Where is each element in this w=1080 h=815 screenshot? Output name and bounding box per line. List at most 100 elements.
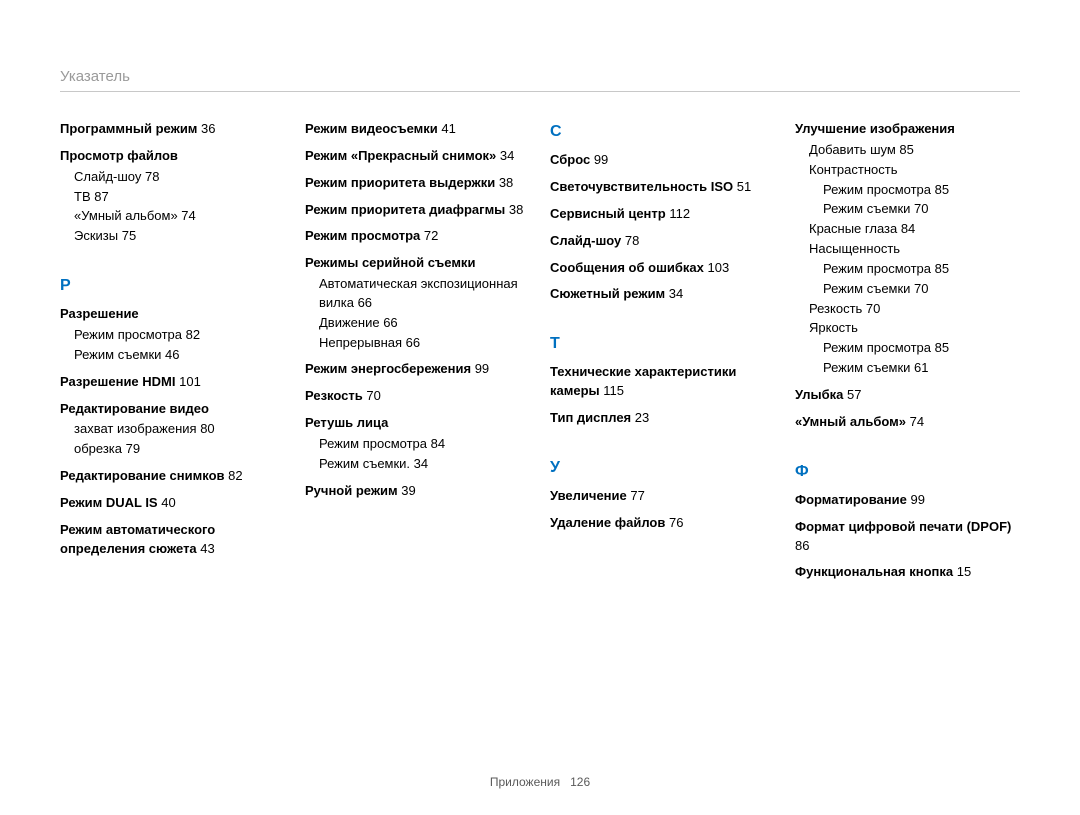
index-subentry[interactable]: Красные глаза 84 — [795, 220, 1020, 239]
index-entry: Светочувствительность ISO 51 — [550, 178, 775, 197]
index-entry: Улыбка 57 — [795, 386, 1020, 405]
index-subentry[interactable]: обрезка 79 — [60, 440, 285, 459]
index-subentry[interactable]: ТВ 87 — [60, 188, 285, 207]
footer-page-number: 126 — [570, 775, 590, 789]
index-entry: Сервисный центр 112 — [550, 205, 775, 224]
index-entry: Режим просмотра 72 — [305, 227, 530, 246]
index-subentry[interactable]: Режим съемки 46 — [60, 346, 285, 365]
index-subentry[interactable]: Эскизы 75 — [60, 227, 285, 246]
index-section-letter: У — [550, 456, 775, 479]
index-entry-title[interactable]: Слайд-шоу 78 — [550, 232, 775, 251]
index-section-letter: Ф — [795, 460, 1020, 483]
index-subentry[interactable]: Режим просмотра 85 — [795, 260, 1020, 279]
index-entry-title[interactable]: Режим «Прекрасный снимок» 34 — [305, 147, 530, 166]
index-entry: Ручной режим 39 — [305, 482, 530, 501]
index-entry-title: Редактирование видео — [60, 400, 285, 419]
index-entry-title[interactable]: Формат цифровой печати (DPOF) 86 — [795, 518, 1020, 556]
index-subentry[interactable]: Автоматическая экспозиционная вилка 66 — [305, 275, 530, 313]
index-entry-title[interactable]: Программный режим 36 — [60, 120, 285, 139]
index-subentry[interactable]: Непрерывная 66 — [305, 334, 530, 353]
index-entry-title[interactable]: Сюжетный режим 34 — [550, 285, 775, 304]
index-entry: Ретушь лица Режим просмотра 84Режим съемк… — [305, 414, 530, 474]
index-entry-title[interactable]: Улыбка 57 — [795, 386, 1020, 405]
index-entry-title: Ретушь лица — [305, 414, 530, 433]
index-entry-title[interactable]: Разрешение HDMI 101 — [60, 373, 285, 392]
index-entry-title[interactable]: Режим DUAL IS 40 — [60, 494, 285, 513]
index-entry-title[interactable]: Редактирование снимков 82 — [60, 467, 285, 486]
index-entry-title[interactable]: Режим приоритета диафрагмы 38 — [305, 201, 530, 220]
index-entry: Режимы серийной съемки Автоматическая экс… — [305, 254, 530, 352]
index-subentry[interactable]: «Умный альбом» 74 — [60, 207, 285, 226]
index-columns: Программный режим 36 Просмотр файлов Слайд… — [60, 120, 1020, 590]
index-entry-title: Режимы серийной съемки — [305, 254, 530, 273]
index-subentry[interactable]: Слайд-шоу 78 — [60, 168, 285, 187]
index-subentry: Контрастность — [795, 161, 1020, 180]
index-subentry[interactable]: Режим съемки. 34 — [305, 455, 530, 474]
index-entry-title[interactable]: Светочувствительность ISO 51 — [550, 178, 775, 197]
index-entry-title[interactable]: Сброс 99 — [550, 151, 775, 170]
index-entry: Удаление файлов 76 — [550, 514, 775, 533]
index-column: Режим видеосъемки 41 Режим «Прекрасный сн… — [305, 120, 530, 590]
index-entry: «Умный альбом» 74 — [795, 413, 1020, 432]
index-entry-title[interactable]: Режим просмотра 72 — [305, 227, 530, 246]
index-subentry[interactable]: Режим съемки 61 — [795, 359, 1020, 378]
index-entry-title[interactable]: Технические характеристики камеры 115 — [550, 363, 775, 401]
index-entry-title[interactable]: Режим энергосбережения 99 — [305, 360, 530, 379]
index-subentry[interactable]: Режим съемки 70 — [795, 200, 1020, 219]
index-subentry[interactable]: Режим просмотра 84 — [305, 435, 530, 454]
index-entry-title: Просмотр файлов — [60, 147, 285, 166]
index-entry-title[interactable]: Сообщения об ошибках 103 — [550, 259, 775, 278]
index-entry-title[interactable]: «Умный альбом» 74 — [795, 413, 1020, 432]
page-footer: Приложения 126 — [0, 775, 1080, 789]
index-entry: Редактирование видеозахват изображения 8… — [60, 400, 285, 460]
index-entry-title[interactable]: Режим видеосъемки 41 — [305, 120, 530, 139]
index-entry: Режим DUAL IS 40 — [60, 494, 285, 513]
index-entry: Сюжетный режим 34 — [550, 285, 775, 304]
index-entry-title[interactable]: Режим приоритета выдержки 38 — [305, 174, 530, 193]
index-section-letter: Т — [550, 332, 775, 355]
index-entry-title[interactable]: Тип дисплея 23 — [550, 409, 775, 428]
index-entry-title[interactable]: Режим автоматического определения сюжета… — [60, 521, 285, 559]
index-entry: Формат цифровой печати (DPOF) 86 — [795, 518, 1020, 556]
index-entry-title[interactable]: Функциональная кнопка 15 — [795, 563, 1020, 582]
index-subentry[interactable]: Резкость 70 — [795, 300, 1020, 319]
index-subentry[interactable]: Режим съемки 70 — [795, 280, 1020, 299]
page-header: Указатель — [60, 68, 1020, 92]
index-section-letter: Р — [60, 274, 285, 297]
index-entry-title[interactable]: Удаление файлов 76 — [550, 514, 775, 533]
index-subentry[interactable]: Движение 66 — [305, 314, 530, 333]
index-page: Указатель Программный режим 36 Просмотр ф… — [0, 0, 1080, 815]
index-entry: Улучшение изображения Добавить шум 85Конт… — [795, 120, 1020, 378]
index-column: Программный режим 36 Просмотр файлов Слайд… — [60, 120, 285, 590]
index-entry: Сообщения об ошибках 103 — [550, 259, 775, 278]
index-entry: Режим автоматического определения сюжета… — [60, 521, 285, 559]
index-subentry: Яркость — [795, 319, 1020, 338]
index-entry-title[interactable]: Резкость 70 — [305, 387, 530, 406]
index-subentry[interactable]: Режим просмотра 85 — [795, 181, 1020, 200]
index-entry: Просмотр файлов Слайд-шоу 78ТВ 87«Умный а… — [60, 147, 285, 246]
index-entry: Разрешение HDMI 101 — [60, 373, 285, 392]
index-entry: Технические характеристики камеры 115 — [550, 363, 775, 401]
index-entry: Разрешение Режим просмотра 82Режим съемки… — [60, 305, 285, 365]
index-entry: Сброс 99 — [550, 151, 775, 170]
index-entry: Режим «Прекрасный снимок» 34 — [305, 147, 530, 166]
index-entry-title[interactable]: Сервисный центр 112 — [550, 205, 775, 224]
index-entry-title: Улучшение изображения — [795, 120, 1020, 139]
index-subentry[interactable]: Режим просмотра 82 — [60, 326, 285, 345]
index-subentry: Насыщенность — [795, 240, 1020, 259]
index-subentry[interactable]: Добавить шум 85 — [795, 141, 1020, 160]
index-subentry[interactable]: Режим просмотра 85 — [795, 339, 1020, 358]
index-entry-title[interactable]: Ручной режим 39 — [305, 482, 530, 501]
index-subentry[interactable]: захват изображения 80 — [60, 420, 285, 439]
index-entry: Слайд-шоу 78 — [550, 232, 775, 251]
index-column: Улучшение изображения Добавить шум 85Конт… — [795, 120, 1020, 590]
index-entry: Функциональная кнопка 15 — [795, 563, 1020, 582]
index-entry-title[interactable]: Форматирование 99 — [795, 491, 1020, 510]
index-entry-title[interactable]: Увеличение 77 — [550, 487, 775, 506]
index-entry: Резкость 70 — [305, 387, 530, 406]
index-entry-title: Разрешение — [60, 305, 285, 324]
index-entry: Редактирование снимков 82 — [60, 467, 285, 486]
index-entry: Режим приоритета выдержки 38 — [305, 174, 530, 193]
index-entry: Режим видеосъемки 41 — [305, 120, 530, 139]
index-column: ССброс 99Светочувствительность ISO 51Сер… — [550, 120, 775, 590]
